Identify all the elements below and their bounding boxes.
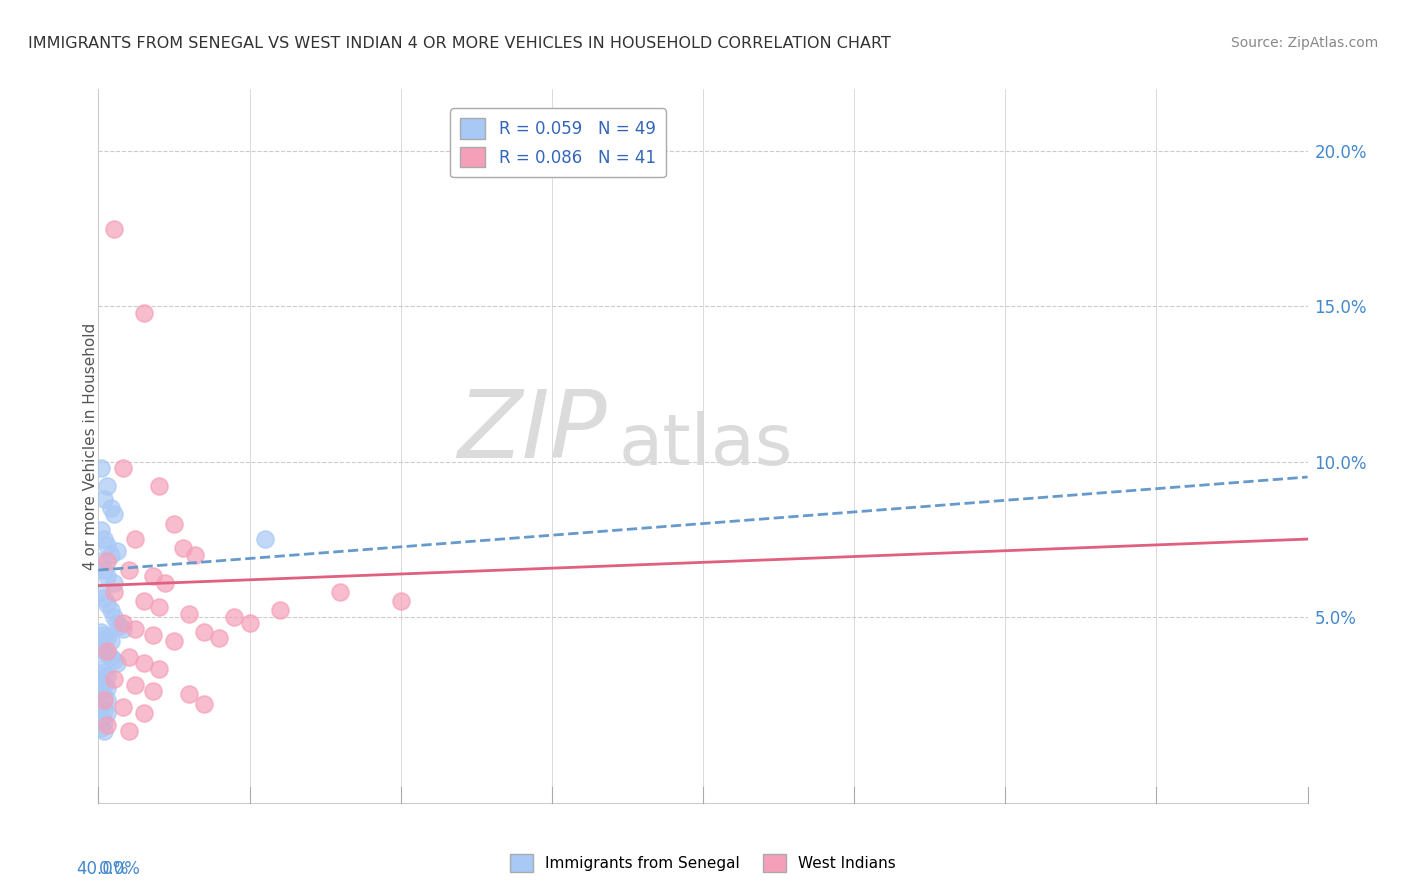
Point <box>118 724 141 739</box>
Point <box>93 724 115 739</box>
Point <box>193 625 215 640</box>
Point <box>103 609 125 624</box>
Point <box>142 628 165 642</box>
Text: atlas: atlas <box>619 411 793 481</box>
Point <box>90 699 112 714</box>
Point <box>96 569 118 583</box>
Point <box>93 703 115 717</box>
Point <box>253 532 276 546</box>
Point <box>96 681 118 695</box>
Point <box>90 674 112 689</box>
Point <box>96 647 118 661</box>
Point <box>93 591 115 605</box>
Point <box>96 668 118 682</box>
Point <box>105 615 128 630</box>
Point <box>208 632 231 646</box>
Point <box>90 554 112 568</box>
Point <box>148 479 170 493</box>
Point <box>193 697 215 711</box>
Point <box>93 693 115 707</box>
Point <box>96 644 118 658</box>
Point <box>96 479 118 493</box>
Point <box>93 665 115 680</box>
Legend: R = 0.059   N = 49, R = 0.086   N = 41: R = 0.059 N = 49, R = 0.086 N = 41 <box>450 108 665 178</box>
Text: 40.0%: 40.0% <box>76 860 129 878</box>
Point <box>329 584 352 599</box>
Point <box>148 662 170 676</box>
Point <box>111 615 134 630</box>
Point <box>96 706 118 720</box>
Point <box>96 554 118 568</box>
Point <box>90 662 112 676</box>
Point <box>105 544 128 558</box>
Point <box>103 222 125 236</box>
Point <box>100 634 122 648</box>
Point <box>179 607 201 621</box>
Point <box>93 563 115 577</box>
Point <box>118 650 141 665</box>
Point <box>100 501 122 516</box>
Point <box>103 672 125 686</box>
Point <box>100 603 122 617</box>
Point <box>124 532 146 546</box>
Point <box>389 594 412 608</box>
Point <box>172 541 194 556</box>
Point <box>142 684 165 698</box>
Point <box>103 653 125 667</box>
Point <box>111 699 134 714</box>
Point <box>90 687 112 701</box>
Point <box>132 305 155 319</box>
Y-axis label: 4 or more Vehicles in Household: 4 or more Vehicles in Household <box>83 322 97 570</box>
Point <box>163 634 186 648</box>
Point <box>111 460 134 475</box>
Point <box>93 644 115 658</box>
Point <box>90 584 112 599</box>
Legend: Immigrants from Senegal, West Indians: Immigrants from Senegal, West Indians <box>502 846 904 880</box>
Point <box>90 625 112 640</box>
Point <box>105 656 128 670</box>
Point <box>118 563 141 577</box>
Point <box>93 715 115 730</box>
Point <box>93 491 115 506</box>
Point <box>96 597 118 611</box>
Point <box>132 706 155 720</box>
Point <box>124 678 146 692</box>
Point <box>90 712 112 726</box>
Point <box>103 575 125 590</box>
Text: ZIP: ZIP <box>457 386 606 477</box>
Point <box>100 650 122 665</box>
Point <box>90 523 112 537</box>
Point <box>163 516 186 531</box>
Point <box>153 575 176 590</box>
Point <box>124 622 146 636</box>
Point <box>103 508 125 522</box>
Point <box>93 532 115 546</box>
Point <box>93 690 115 705</box>
Point <box>93 678 115 692</box>
Point <box>96 693 118 707</box>
Point <box>184 548 207 562</box>
Point <box>224 609 246 624</box>
Point <box>93 628 115 642</box>
Point <box>103 584 125 599</box>
Point <box>179 687 201 701</box>
Point <box>90 722 112 736</box>
Point <box>90 640 112 655</box>
Point <box>96 632 118 646</box>
Point <box>269 603 291 617</box>
Point <box>100 548 122 562</box>
Point <box>132 594 155 608</box>
Point <box>108 619 131 633</box>
Point <box>111 622 134 636</box>
Point <box>148 600 170 615</box>
Text: IMMIGRANTS FROM SENEGAL VS WEST INDIAN 4 OR MORE VEHICLES IN HOUSEHOLD CORRELATI: IMMIGRANTS FROM SENEGAL VS WEST INDIAN 4… <box>28 36 891 51</box>
Point <box>90 460 112 475</box>
Point <box>96 718 118 732</box>
Text: Source: ZipAtlas.com: Source: ZipAtlas.com <box>1230 36 1378 50</box>
Point <box>132 656 155 670</box>
Point <box>142 569 165 583</box>
Point <box>96 538 118 552</box>
Point <box>239 615 262 630</box>
Text: 0.0%: 0.0% <box>98 860 141 878</box>
